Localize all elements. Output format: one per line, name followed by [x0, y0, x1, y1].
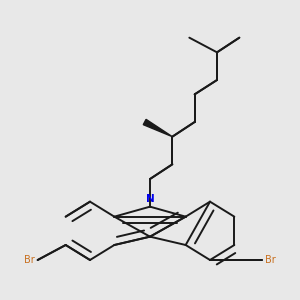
- Text: Br: Br: [265, 255, 276, 265]
- Text: N: N: [146, 194, 154, 204]
- Polygon shape: [143, 119, 172, 137]
- Text: Br: Br: [24, 255, 35, 265]
